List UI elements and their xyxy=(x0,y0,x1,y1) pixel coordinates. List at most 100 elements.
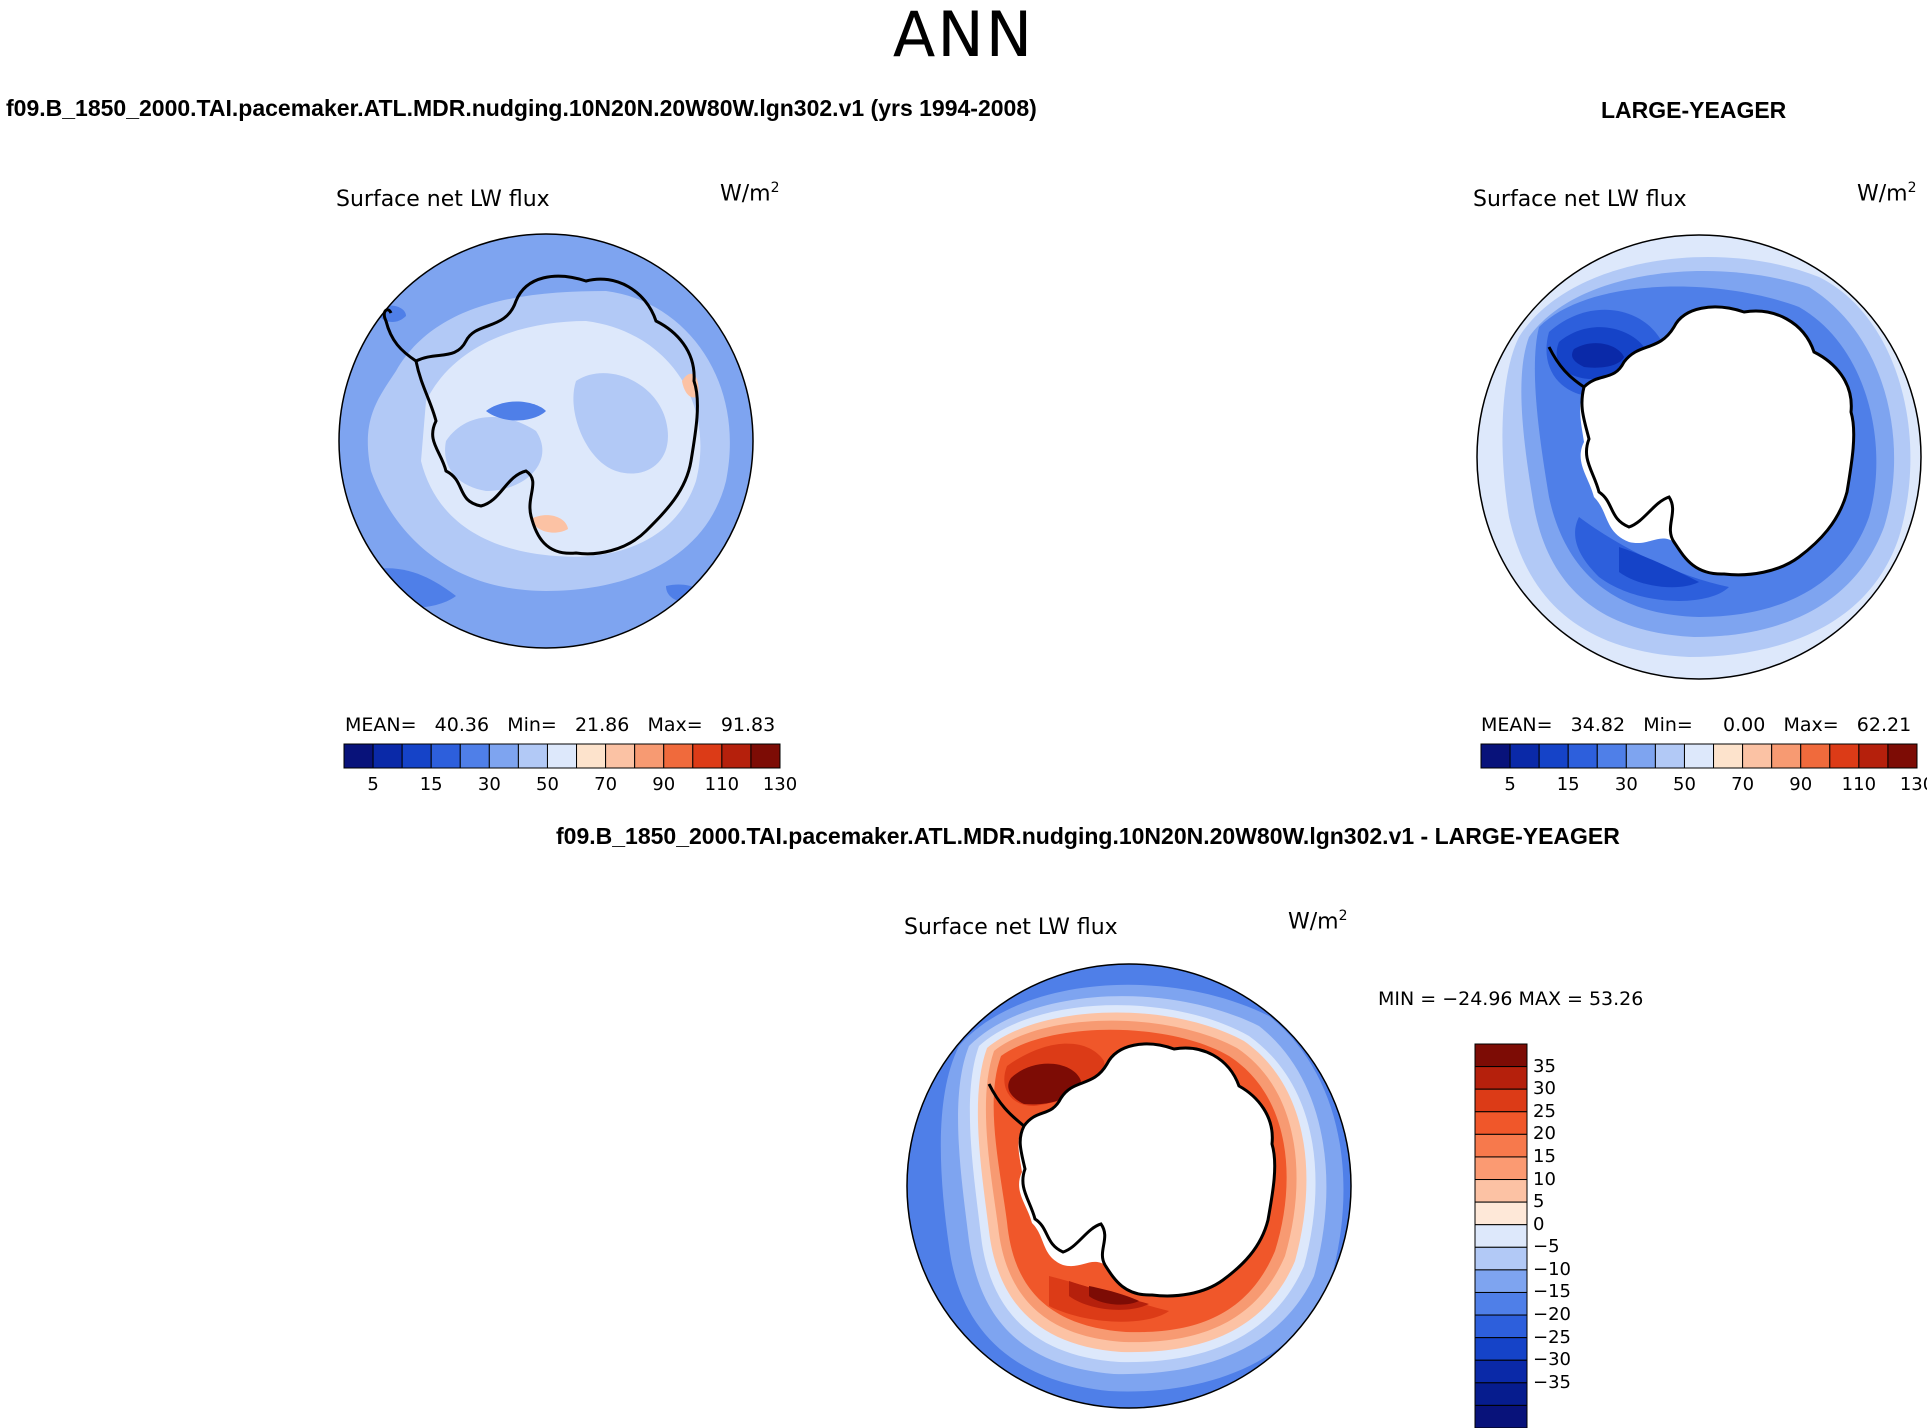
colorbar-swatch xyxy=(1771,743,1802,769)
colorbar-swatch xyxy=(1509,743,1540,769)
panel2-colorbar xyxy=(1480,743,1918,769)
panel3-units: W/m2 xyxy=(1288,908,1348,935)
colorbar-swatch xyxy=(1474,1224,1528,1248)
colorbar-tick-label: 25 xyxy=(1533,1100,1556,1122)
colorbar-swatch xyxy=(1474,1066,1528,1090)
colorbar-tick-label: 50 xyxy=(536,774,559,795)
colorbar-tick-label: −20 xyxy=(1533,1304,1571,1326)
panel2-case-title: LARGE-YEAGER xyxy=(1601,97,1787,123)
colorbar-swatch xyxy=(1474,1337,1528,1361)
colorbar-tick-label: 30 xyxy=(1614,774,1638,795)
panel2-variable-label: Surface net LW flux xyxy=(1473,187,1687,212)
colorbar-tick-label: 30 xyxy=(1533,1078,1556,1100)
colorbar-swatch xyxy=(1474,1133,1528,1158)
panel2-peninsula-coastline xyxy=(1547,346,1585,389)
colorbar-swatch xyxy=(517,743,548,769)
colorbar-tick-label: 70 xyxy=(594,774,618,795)
panel1-variable-label: Surface net LW flux xyxy=(336,187,550,212)
colorbar-swatch xyxy=(1474,1359,1528,1384)
colorbar-swatch xyxy=(692,743,723,769)
panel1-darker-patch-1 xyxy=(486,401,546,421)
panel1-stats: MEAN= 40.36 Min= 21.86 Max= 91.83 xyxy=(345,714,776,736)
panel1-antarctica-coastline xyxy=(414,274,699,556)
colorbar-swatch xyxy=(430,743,461,769)
colorbar-swatch xyxy=(1742,743,1773,769)
panel1-peninsula-coastline xyxy=(382,308,417,363)
panel2-polar-map xyxy=(1476,234,1922,680)
figure-title: ANN xyxy=(892,0,1035,71)
panel1-interior-patch-2 xyxy=(573,373,668,474)
colorbar-swatch xyxy=(1474,1201,1528,1226)
colorbar-tick-label: −25 xyxy=(1533,1326,1571,1348)
colorbar-swatch xyxy=(1474,1269,1528,1293)
colorbar-tick-label: 10 xyxy=(1533,1168,1556,1190)
colorbar-swatch xyxy=(401,743,432,769)
panel1-polar-map xyxy=(338,233,754,649)
panel3-antarctica-land xyxy=(1018,1044,1275,1296)
colorbar-tick-label: −30 xyxy=(1533,1349,1571,1371)
colorbar-swatch xyxy=(372,743,403,769)
colorbar-swatch xyxy=(1829,743,1860,769)
colorbar-swatch xyxy=(1567,743,1598,769)
panel2-stats: MEAN= 34.82 Min= 0.00 Max= 62.21 xyxy=(1481,714,1912,736)
colorbar-tick-label: 0 xyxy=(1533,1213,1545,1235)
colorbar-tick-label: 90 xyxy=(652,774,676,795)
colorbar-swatch xyxy=(1887,743,1918,769)
colorbar-swatch xyxy=(1474,1111,1528,1135)
colorbar-swatch xyxy=(1474,1088,1528,1113)
panel3-max-patch-2 xyxy=(1089,1286,1139,1305)
colorbar-tick-label: 110 xyxy=(704,774,740,795)
colorbar-tick-label: 130 xyxy=(1899,774,1927,795)
panel2-units: W/m2 xyxy=(1857,180,1917,207)
colorbar-tick-label: 130 xyxy=(762,774,798,795)
colorbar-tick-label: 90 xyxy=(1789,774,1813,795)
colorbar-swatch xyxy=(343,743,374,769)
colorbar-tick-label: 30 xyxy=(477,774,501,795)
panel1-interior-patch-1 xyxy=(445,417,543,491)
colorbar-swatch xyxy=(1474,1179,1528,1203)
colorbar-swatch xyxy=(1474,1291,1528,1316)
colorbar-swatch xyxy=(721,743,752,769)
panel3-minmax: MIN = −24.96 MAX = 53.26 xyxy=(1378,988,1644,1010)
colorbar-swatch xyxy=(488,743,519,769)
panel3-peninsula-coastline xyxy=(987,1083,1025,1128)
colorbar-swatch xyxy=(1625,743,1656,769)
panel1-units: W/m2 xyxy=(720,180,780,207)
colorbar-swatch xyxy=(1474,1382,1528,1406)
panel3-antarctica-coastline xyxy=(1018,1042,1277,1298)
colorbar-tick-label: 15 xyxy=(1533,1145,1556,1167)
colorbar-swatch xyxy=(576,743,607,769)
colorbar-swatch xyxy=(1713,743,1744,769)
colorbar-swatch xyxy=(1538,743,1569,769)
colorbar-tick-label: 5 xyxy=(367,774,379,795)
colorbar-swatch xyxy=(1654,743,1685,769)
panel3-polar-map xyxy=(906,963,1352,1409)
colorbar-swatch xyxy=(546,743,578,769)
colorbar-tick-label: 15 xyxy=(1556,774,1580,795)
colorbar-tick-label: 20 xyxy=(1533,1123,1556,1145)
colorbar-tick-label: 15 xyxy=(419,774,443,795)
colorbar-tick-label: 35 xyxy=(1533,1055,1556,1077)
colorbar-swatch xyxy=(1858,743,1889,769)
panel2-antarctica-coastline xyxy=(1580,305,1856,577)
colorbar-swatch xyxy=(1800,743,1831,769)
colorbar-tick-label: −35 xyxy=(1533,1371,1571,1393)
panel3-case-title: f09.B_1850_2000.TAI.pacemaker.ATL.MDR.nu… xyxy=(556,823,1620,849)
colorbar-swatch xyxy=(1474,1314,1528,1339)
colorbar-swatch xyxy=(1683,743,1715,769)
colorbar-tick-label: −15 xyxy=(1533,1281,1571,1303)
colorbar-swatch xyxy=(663,743,694,769)
colorbar-swatch xyxy=(459,743,490,769)
colorbar-swatch xyxy=(605,743,636,769)
colorbar-swatch xyxy=(1474,1156,1528,1181)
colorbar-tick-label: −5 xyxy=(1533,1236,1560,1258)
colorbar-tick-label: 5 xyxy=(1504,774,1516,795)
panel1-case-title: f09.B_1850_2000.TAI.pacemaker.ATL.MDR.nu… xyxy=(6,95,1037,121)
panel1-colorbar xyxy=(343,743,781,769)
colorbar-tick-label: −10 xyxy=(1533,1258,1571,1280)
colorbar-tick-label: 50 xyxy=(1673,774,1696,795)
panel2-antarctica-land xyxy=(1580,307,1854,575)
colorbar-swatch xyxy=(1474,1043,1528,1068)
panel1-warm-patch-2 xyxy=(531,515,568,533)
panel3-colorbar xyxy=(1474,1043,1528,1428)
